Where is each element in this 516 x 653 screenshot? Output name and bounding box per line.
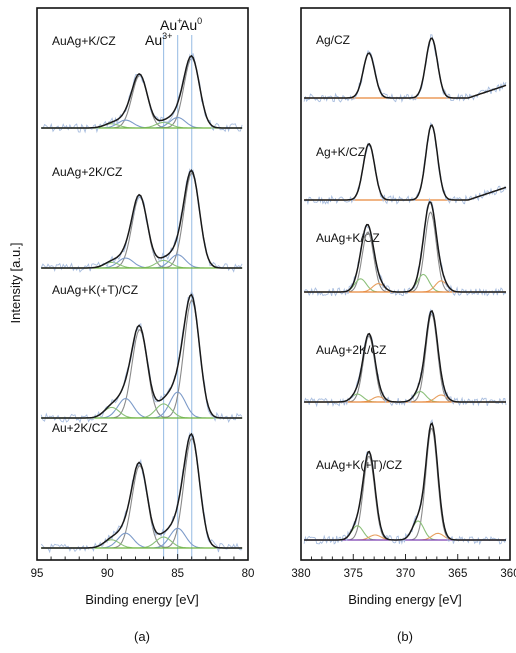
component-au0-au-2k-cz — [41, 437, 243, 549]
panel-b-frame — [300, 7, 511, 561]
spectrum-auag-k-cz: AuAg+K/CZ — [303, 197, 507, 297]
x-tick-label: 85 — [171, 568, 184, 580]
x-tick-label: 365 — [448, 568, 467, 580]
spectrum-auag-k-t-cz: AuAg+K(+T)/CZ — [303, 419, 507, 546]
component-ag0-auag-k-cz — [304, 211, 506, 293]
panel-a-label: (a) — [134, 629, 150, 644]
panel-b: Ag/CZ Ag+K/CZ AuAg+K/CZ AuAg+2K/CZ AuAg+K(+T… — [291, 7, 516, 644]
panel-a-spectra: AuAg+K/CZ AuAg+2K/CZ AuAg+K(+T)/CZ Au+2K/CZ — [40, 34, 243, 554]
spectrum-label-auag-2k-cz: AuAg+2K/CZ — [52, 165, 122, 179]
spectrum-label-auag-k-cz: AuAg+K/CZ — [52, 34, 116, 48]
component-au0-auag-k-t-cz — [41, 299, 243, 419]
component-ag0-auag-k-t-cz — [304, 427, 506, 541]
panel-a-frame — [36, 7, 249, 561]
spectrum-ag-cz: Ag/CZ — [303, 33, 507, 103]
x-tick-label: 90 — [101, 568, 114, 580]
fit-envelope-auag-2k-cz — [304, 309, 506, 403]
spectrum-auag-2k-cz: AuAg+2K/CZ — [40, 165, 243, 273]
fit-envelope-auag-k-cz — [304, 201, 506, 293]
spectrum-label-ag-cz: Ag/CZ — [316, 33, 350, 47]
fit-envelope-auag-k-t-cz — [304, 421, 506, 541]
panel-b-x-ticks: 380 375 370 365 360 — [291, 554, 516, 580]
panel-b-spectra: Ag/CZ Ag+K/CZ AuAg+K/CZ AuAg+2K/CZ AuAg+K(+T… — [303, 33, 507, 546]
raw-data-auag-k-cz — [41, 53, 243, 134]
raw-data-auag-2k-cz — [303, 308, 507, 408]
spectrum-auag-2k-cz: AuAg+2K/CZ — [303, 308, 507, 408]
fit-envelope-ag-cz — [304, 37, 507, 99]
ref-label-au3: Au3+ — [145, 31, 172, 48]
spectrum-label-ag-k-cz: Ag+K/CZ — [316, 145, 365, 159]
spectrum-label-auag-2k-cz: AuAg+2K/CZ — [316, 343, 386, 357]
raw-data-auag-k-t-cz — [40, 289, 243, 424]
raw-data-au-2k-cz — [40, 431, 243, 554]
x-tick-label: 95 — [31, 568, 44, 580]
fit-envelope-au-2k-cz — [41, 432, 243, 549]
component-ag0-ag-k-cz — [304, 124, 507, 201]
x-tick-label: 360 — [500, 568, 516, 580]
x-tick-label: 375 — [344, 568, 363, 580]
spectrum-ag-k-cz: Ag+K/CZ — [303, 122, 507, 206]
x-tick-label: 370 — [396, 568, 415, 580]
spectrum-au-2k-cz: Au+2K/CZ — [40, 421, 243, 554]
raw-data-ag-k-cz — [303, 122, 507, 206]
x-tick-label: 80 — [242, 568, 255, 580]
component-au-auag-2k-cz — [41, 254, 243, 269]
panel-a-x-ticks: 95 90 85 80 — [31, 554, 255, 580]
panel-b-x-axis-label: Binding energy [eV] — [348, 592, 461, 607]
component-au0-auag-2k-cz — [41, 172, 243, 269]
panel-b-label: (b) — [397, 629, 413, 644]
component-ag0-ag-cz — [304, 37, 507, 99]
spectrum-label-au-2k-cz: Au+2K/CZ — [52, 421, 108, 435]
raw-data-auag-k-t-cz — [303, 419, 507, 546]
fit-envelope-auag-k-t-cz — [41, 293, 243, 419]
x-tick-label: 380 — [291, 568, 310, 580]
raw-data-auag-2k-cz — [40, 168, 243, 273]
spectrum-auag-k-cz: AuAg+K/CZ — [41, 34, 243, 134]
ref-label-au0: Au0 — [180, 16, 202, 33]
fit-envelope-auag-2k-cz — [41, 169, 243, 269]
spectrum-auag-k-t-cz: AuAg+K(+T)/CZ — [40, 283, 243, 424]
panel-a: AuAg+K/CZ AuAg+2K/CZ AuAg+K(+T)/CZ Au+2K/CZ… — [31, 7, 255, 644]
component-ag0-auag-2k-cz — [304, 313, 506, 403]
panel-a-x-axis-label: Binding energy [eV] — [85, 592, 198, 607]
ref-label-au1: Au+ — [160, 16, 182, 33]
component-au0-auag-k-cz — [41, 57, 243, 129]
spectrum-label-auag-k-t-cz: AuAg+K(+T)/CZ — [316, 458, 402, 472]
y-axis-label: Intensity [a.u.] — [8, 243, 23, 324]
fit-envelope-auag-k-cz — [41, 54, 243, 129]
spectrum-label-auag-k-t-cz: AuAg+K(+T)/CZ — [52, 283, 138, 297]
raw-data-auag-k-cz — [303, 197, 507, 297]
fit-envelope-ag-k-cz — [304, 124, 507, 201]
